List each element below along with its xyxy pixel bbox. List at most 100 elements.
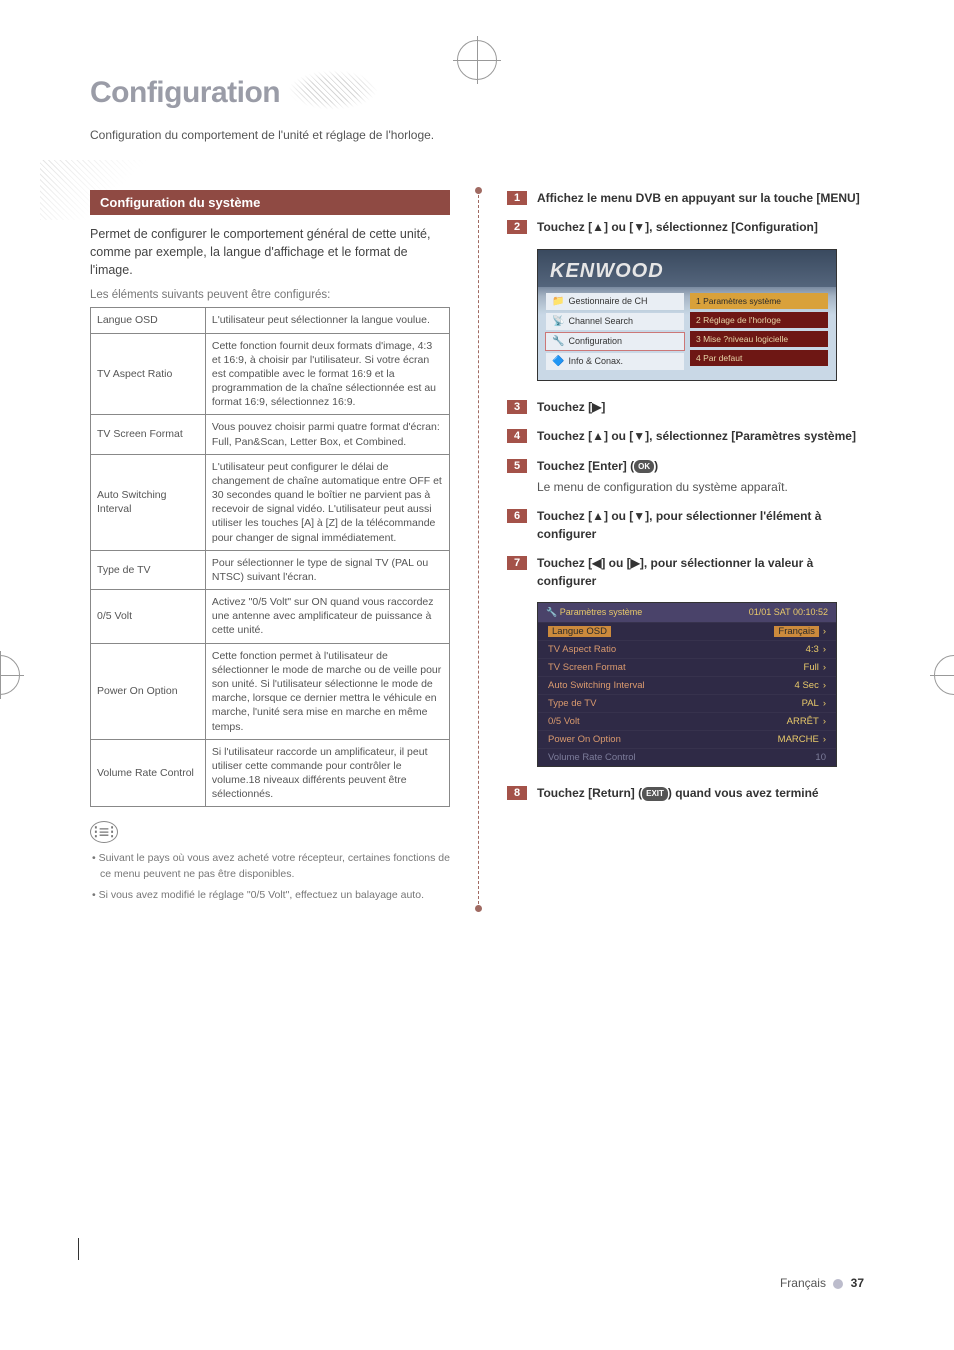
step-number: 4 — [507, 429, 527, 443]
step-5: 5 Touchez [Enter] (OK) Le menu de config… — [507, 458, 864, 497]
page-title: Configuration — [90, 76, 280, 110]
setting-name: TV Screen Format — [91, 415, 206, 454]
screenshot-setting-row: Volume Rate Control 10 — [538, 748, 836, 766]
screenshot-setting-value: PAL — [802, 698, 819, 709]
step-6: 6 Touchez [▲] ou [▼], pour sélectionner … — [507, 508, 864, 543]
screenshot-setting-label: Power On Option — [548, 734, 621, 745]
screenshot-setting-value-wrap: MARCHE › — [778, 734, 826, 745]
setting-desc: Vous pouvez choisir parmi quatre format … — [205, 415, 449, 454]
screenshot-setting-label: Volume Rate Control — [548, 752, 636, 763]
screenshot-submenu-item: 3 Mise ?niveau logicielle — [690, 331, 828, 347]
screenshot-submenu-item: 1 Paramètres système — [690, 293, 828, 309]
step-text-part: ) — [654, 459, 658, 473]
step-text: Affichez le menu DVB en appuyant sur la … — [537, 190, 860, 207]
section-heading: Configuration du système — [90, 190, 450, 215]
table-row: Power On OptionCette fonction permet à l… — [91, 643, 450, 739]
setting-name: Volume Rate Control — [91, 739, 206, 807]
screenshot-setting-value-wrap: 10 — [815, 752, 826, 763]
note-item: Suivant le pays où vous avez acheté votr… — [90, 851, 450, 881]
ok-key-icon: OK — [634, 460, 654, 474]
screenshot-setting-row: Langue OSDFrançais› — [538, 622, 836, 640]
screenshot-setting-label: TV Screen Format — [548, 662, 626, 673]
table-row: TV Screen FormatVous pouvez choisir parm… — [91, 415, 450, 454]
chevron-icon: › — [823, 716, 826, 727]
table-row: Volume Rate ControlSi l'utilisateur racc… — [91, 739, 450, 807]
step-2: 2 Touchez [▲] ou [▼], sélectionnez [Conf… — [507, 219, 864, 236]
column-divider — [478, 190, 479, 909]
footer-dot-icon — [833, 1279, 843, 1289]
setting-name: 0/5 Volt — [91, 590, 206, 644]
screenshot-setting-label: Langue OSD — [548, 626, 611, 637]
screenshot-setting-value-wrap: PAL› — [802, 698, 826, 709]
screenshot-setting-value-wrap: 4 Sec› — [795, 680, 826, 691]
screenshot-setting-label: Auto Switching Interval — [548, 680, 645, 691]
step-text: Touchez [▲] ou [▼], pour sélectionner l'… — [537, 508, 864, 543]
screenshot-menu-right: 1 Paramètres système2 Réglage de l'horlo… — [690, 293, 828, 370]
exit-key-icon: EXIT — [642, 787, 668, 801]
screenshot-setting-label: Type de TV — [548, 698, 596, 709]
screenshot-setting-row: Auto Switching Interval 4 Sec› — [538, 676, 836, 694]
menu-item-label: Configuration — [568, 336, 622, 346]
chevron-icon: › — [823, 662, 826, 673]
chevron-icon: › — [823, 734, 826, 745]
screenshot-setting-row: Power On Option MARCHE › — [538, 730, 836, 748]
setting-desc: Cette fonction fournit deux formats d'im… — [205, 333, 449, 415]
screenshot-header-left: 🔧 Paramètres système — [546, 607, 642, 618]
step-text: Touchez [▶] — [537, 399, 605, 416]
step-text-part: ) quand vous avez terminé — [668, 786, 819, 800]
screenshot-setting-value: 4:3 — [806, 644, 819, 655]
step-3: 3 Touchez [▶] — [507, 399, 864, 416]
screenshot-setting-value-wrap: 4:3› — [806, 644, 826, 655]
footer-page-number: 37 — [851, 1276, 864, 1290]
page-subtitle: Configuration du comportement de l'unité… — [90, 128, 864, 142]
chevron-icon: › — [823, 626, 826, 637]
screenshot-header-right: 01/01 SAT 00:10:52 — [749, 607, 828, 618]
step-7: 7 Touchez [◀] ou [▶], pour sélectionner … — [507, 555, 864, 590]
setting-name: Langue OSD — [91, 308, 206, 333]
decorative-hatch-title — [288, 70, 378, 110]
step-subtext: Le menu de configuration du système appa… — [537, 479, 788, 496]
left-column: Configuration du système Permet de confi… — [90, 190, 450, 909]
step-1: 1 Affichez le menu DVB en appuyant sur l… — [507, 190, 864, 207]
menu-item-icon: 🔷 — [552, 356, 564, 367]
screenshot-setting-value: Full — [804, 662, 819, 673]
screenshot-setting-value: ARRÊT — [787, 716, 819, 727]
screenshot-setting-value: MARCHE — [778, 734, 819, 745]
step-text-part: Touchez [Enter] ( — [537, 459, 634, 473]
table-row: Auto Switching IntervalL'utilisateur peu… — [91, 454, 450, 550]
table-row: Langue OSDL'utilisateur peut sélectionne… — [91, 308, 450, 333]
step-text-part: Touchez [Return] ( — [537, 786, 642, 800]
step-number: 7 — [507, 556, 527, 570]
setting-name: TV Aspect Ratio — [91, 333, 206, 415]
step-8: 8 Touchez [Return] (EXIT) quand vous ave… — [507, 785, 864, 802]
screenshot-setting-value: 4 Sec — [795, 680, 819, 691]
step-number: 8 — [507, 786, 527, 800]
table-row: Type de TVPour sélectionner le type de s… — [91, 550, 450, 589]
step-text: Touchez [◀] ou [▶], pour sélectionner la… — [537, 555, 864, 590]
screenshot-settings: 🔧 Paramètres système 01/01 SAT 00:10:52 … — [537, 602, 837, 767]
page-footer: Français 37 — [780, 1276, 864, 1290]
section-intro: Permet de configurer le comportement gén… — [90, 225, 450, 279]
setting-name: Power On Option — [91, 643, 206, 739]
screenshot-menu-item: 📡Channel Search — [546, 313, 684, 330]
step-number: 2 — [507, 220, 527, 234]
crop-mark-top — [457, 40, 497, 80]
table-caption: Les éléments suivants peuvent être confi… — [90, 289, 450, 301]
settings-table: Langue OSDL'utilisateur peut sélectionne… — [90, 307, 450, 807]
menu-item-icon: 📁 — [552, 296, 564, 307]
screenshot-menu-item: 🔷Info & Conax. — [546, 353, 684, 370]
notes-list: Suivant le pays où vous avez acheté votr… — [90, 851, 450, 903]
screenshot-setting-label: 0/5 Volt — [548, 716, 580, 727]
setting-desc: Cette fonction permet à l'utilisateur de… — [205, 643, 449, 739]
step-text: Touchez [▲] ou [▼], sélectionnez [Config… — [537, 219, 818, 236]
setting-desc: L'utilisateur peut configurer le délai d… — [205, 454, 449, 550]
note-item: Si vous avez modifié le réglage "0/5 Vol… — [90, 888, 450, 903]
menu-item-icon: 📡 — [552, 316, 564, 327]
screenshot-menu-item: 📁Gestionnaire de CH — [546, 293, 684, 310]
setting-name: Type de TV — [91, 550, 206, 589]
step-number: 3 — [507, 400, 527, 414]
setting-name: Auto Switching Interval — [91, 454, 206, 550]
note-icon: ⁝≡⁝ — [90, 821, 118, 843]
setting-desc: L'utilisateur peut sélectionner la langu… — [205, 308, 449, 333]
footer-language: Français — [780, 1276, 826, 1290]
